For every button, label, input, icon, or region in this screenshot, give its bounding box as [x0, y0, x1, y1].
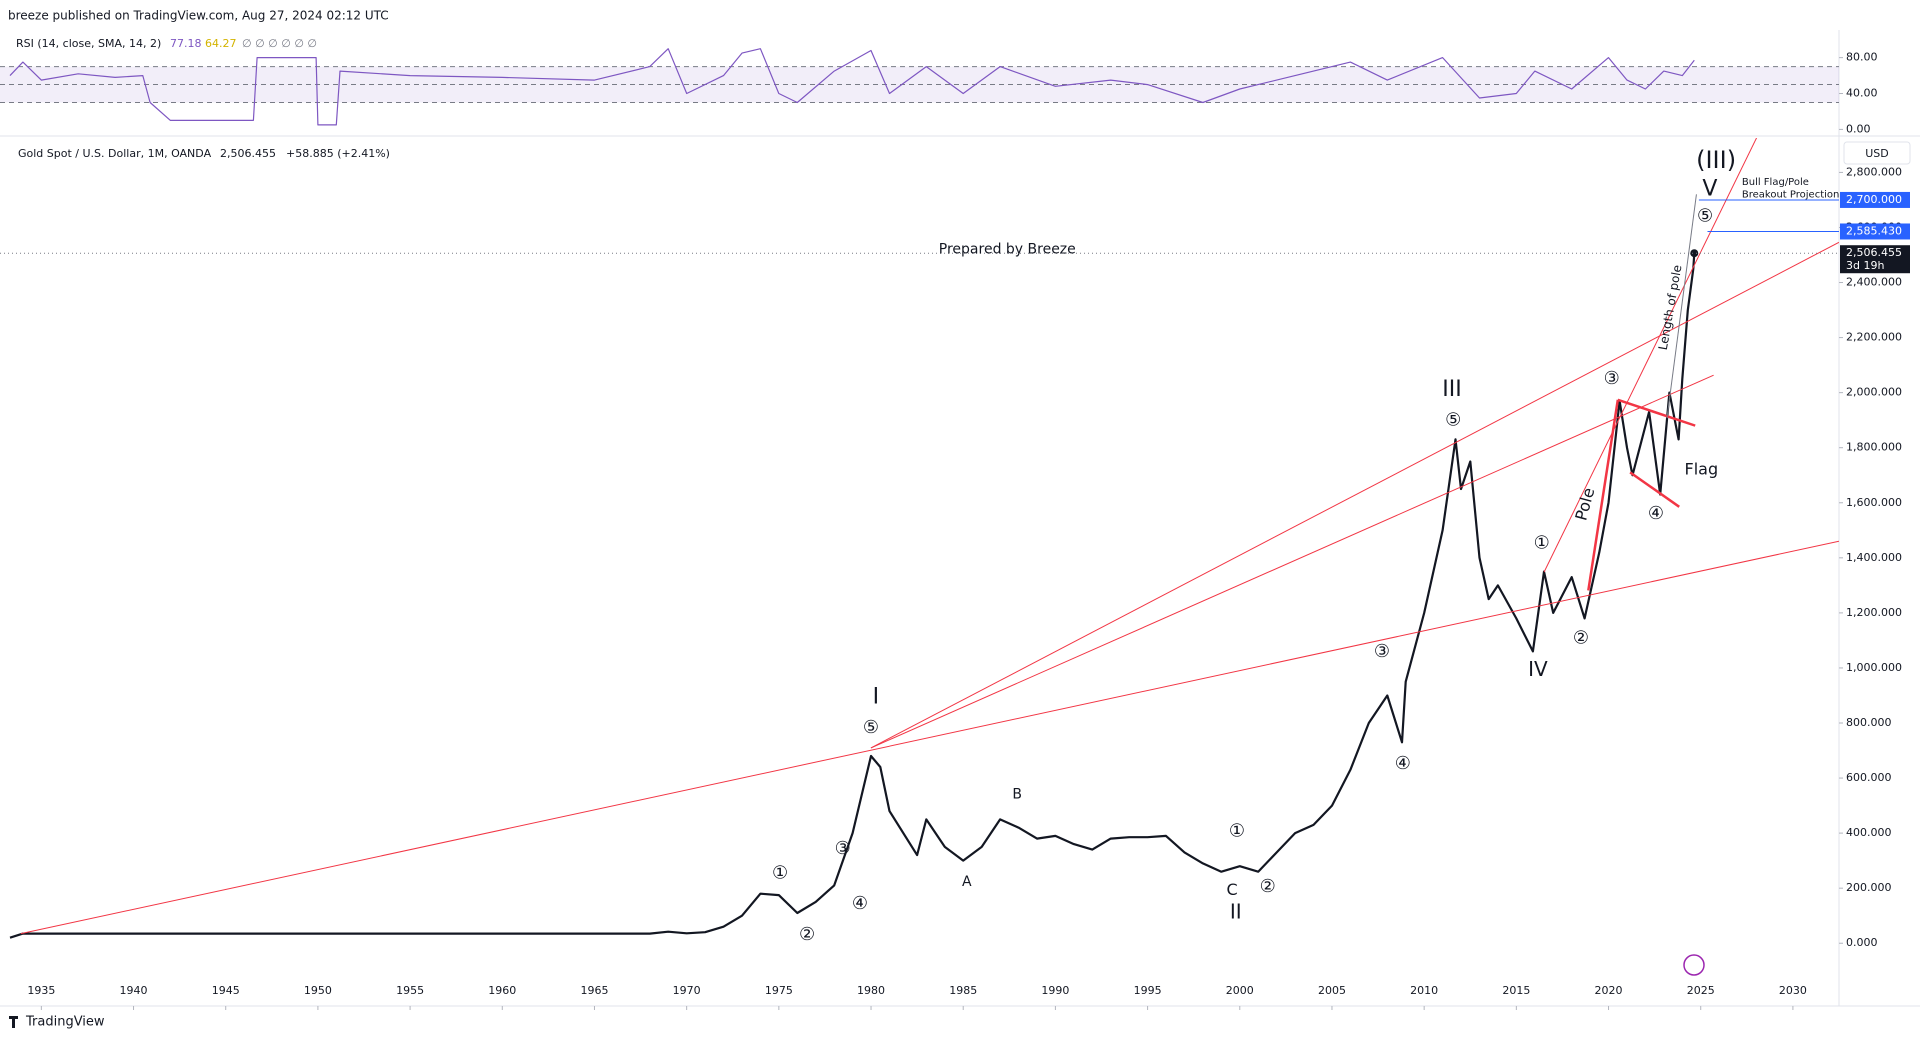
- wave-annotation: C: [1227, 880, 1238, 899]
- wave-annotation: III: [1442, 377, 1461, 402]
- alert-icon[interactable]: [1683, 954, 1705, 976]
- x-tick-label: 2030: [1779, 984, 1807, 997]
- y-tick-label: 2,000.000: [1846, 386, 1902, 399]
- x-tick-label: 1950: [304, 984, 332, 997]
- x-tick-label: 2020: [1595, 984, 1623, 997]
- y-tick-label: 200.000: [1846, 881, 1892, 894]
- y-tick-label: 400.000: [1846, 826, 1892, 839]
- x-tick-label: 1955: [396, 984, 424, 997]
- wave-annotation: ③: [1374, 641, 1390, 662]
- y-tick-label: 1,400.000: [1846, 551, 1902, 564]
- y-tick-label: 2,200.000: [1846, 331, 1902, 344]
- change-value: +58.885 (+2.41%): [286, 147, 390, 160]
- x-tick-label: 1965: [580, 984, 608, 997]
- wave-annotation: ①: [1229, 821, 1245, 842]
- x-tick-label: 1970: [673, 984, 701, 997]
- x-tick-label: 1935: [27, 984, 55, 997]
- x-tick-label: 1995: [1134, 984, 1162, 997]
- wave-annotation: ①: [772, 862, 788, 883]
- x-tick-label: 1990: [1041, 984, 1069, 997]
- wave-annotation: ③: [1604, 368, 1620, 389]
- y-tick-label: 0.00: [1846, 122, 1871, 135]
- x-tick-label: 1960: [488, 984, 516, 997]
- y-tick-label: 1,800.000: [1846, 441, 1902, 454]
- y-tick-label: 80.00: [1846, 51, 1878, 64]
- price-label: 2,506.455: [1846, 246, 1902, 259]
- flag-line: [1617, 398, 1696, 427]
- pole-length-arrow: [1666, 194, 1697, 419]
- logo: TradingView: [25, 1015, 105, 1030]
- x-tick-label: 2000: [1226, 984, 1254, 997]
- symbol-legend: Gold Spot / U.S. Dollar, 1M, OANDA: [18, 147, 212, 160]
- y-tick-label: 0.000: [1846, 936, 1878, 949]
- currency-box[interactable]: [1843, 141, 1911, 165]
- wave-annotation: II: [1230, 899, 1242, 923]
- wave-annotation: ④: [1648, 503, 1664, 524]
- x-tick-label: 1980: [857, 984, 885, 997]
- price-label-box: [1840, 223, 1910, 240]
- trend-line: [870, 374, 1714, 749]
- wave-annotation: ②: [799, 924, 815, 945]
- wave-annotation: ①: [1534, 533, 1550, 554]
- x-tick-label: 2005: [1318, 984, 1346, 997]
- wave-annotation: ④: [852, 893, 868, 914]
- series-line: [9, 48, 1695, 126]
- wave-annotation: ⑤: [1697, 206, 1713, 227]
- last-point: [1690, 249, 1699, 258]
- rsi-value: 77.18: [170, 37, 202, 50]
- trend-line: [20, 540, 1839, 935]
- y-tick-label: 600.000: [1846, 771, 1892, 784]
- wave-annotation: ②: [1260, 876, 1276, 897]
- na-values: ∅ ∅ ∅ ∅ ∅ ∅: [242, 37, 317, 50]
- y-tick-label: 2,400.000: [1846, 276, 1902, 289]
- x-tick-label: 1975: [765, 984, 793, 997]
- price-label: 2,700.000: [1846, 193, 1902, 206]
- x-tick-label: 1945: [212, 984, 240, 997]
- price-label-box: [1840, 191, 1910, 208]
- y-tick-label: 1,000.000: [1846, 661, 1902, 674]
- wave-annotation: Flag: [1685, 459, 1719, 478]
- trend-line: [1543, 138, 1758, 573]
- wave-annotation: IV: [1528, 657, 1548, 681]
- y-tick-label: 1,200.000: [1846, 606, 1902, 619]
- y-tick-label: 800.000: [1846, 716, 1892, 729]
- wave-annotation: I: [873, 684, 880, 709]
- x-tick-label: 2010: [1410, 984, 1438, 997]
- price-label-box: [1840, 245, 1910, 274]
- published-text: breeze published on TradingView.com, Aug…: [8, 9, 389, 23]
- trend-line: [870, 241, 1839, 749]
- pane: [0, 138, 1839, 939]
- wave-annotation: A: [962, 874, 972, 890]
- indicator-legend: RSI (14, close, SMA, 14, 2): [16, 37, 161, 50]
- y-tick-label: 2,800.000: [1846, 165, 1902, 178]
- currency: USD: [1865, 147, 1889, 160]
- pane: [0, 48, 1839, 126]
- countdown: 3d 19h: [1846, 259, 1884, 272]
- x-tick-label: 2015: [1502, 984, 1530, 997]
- sma-value: 64.27: [205, 37, 237, 50]
- y-tick-label: 1,600.000: [1846, 496, 1902, 509]
- series-line: [9, 253, 1696, 939]
- wave-annotation: Prepared by Breeze: [939, 242, 1076, 258]
- wave-annotation: Bull Flag/Pole: [1742, 177, 1809, 188]
- wave-annotation: B: [1012, 787, 1022, 803]
- pole-line: [1587, 399, 1620, 591]
- wave-annotation: ③: [835, 838, 851, 859]
- wave-annotation: V: [1702, 176, 1717, 201]
- wave-annotation: ④: [1395, 753, 1411, 774]
- y-tick-label: 40.00: [1846, 87, 1878, 100]
- x-tick-label: 2025: [1687, 984, 1715, 997]
- wave-annotation: (III): [1696, 146, 1736, 174]
- logo-icon: [9, 1016, 18, 1028]
- x-tick-label: 1940: [120, 984, 148, 997]
- wave-annotation: ⑤: [1445, 410, 1461, 431]
- x-tick-label: 1985: [949, 984, 977, 997]
- flag-line: [1629, 471, 1680, 508]
- price-label: 2,585.430: [1846, 224, 1902, 237]
- wave-annotation: ②: [1573, 627, 1589, 648]
- wave-annotation: ⑤: [863, 717, 879, 738]
- last-value: 2,506.455: [220, 147, 276, 160]
- wave-annotation: Breakout Projection: [1742, 189, 1839, 200]
